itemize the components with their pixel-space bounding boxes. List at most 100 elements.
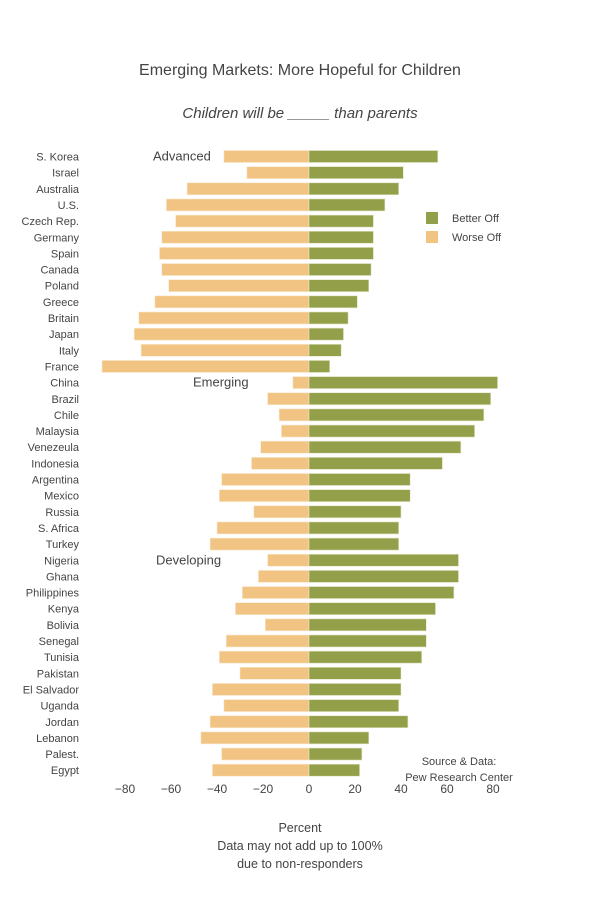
- x-tick-label: 20: [348, 782, 362, 796]
- bar-worse-off-spain: [159, 247, 310, 260]
- bar-better-off-france: [308, 360, 331, 373]
- bar-worse-off-germany: [161, 230, 310, 244]
- bar-worse-off-japan: [133, 327, 310, 341]
- category-label-s-africa: S. Africa: [38, 523, 80, 535]
- bar-better-off-senegal: [308, 634, 427, 648]
- category-label-france: France: [45, 361, 79, 373]
- chart-subtitle: Children will be _____ than parents: [182, 105, 418, 122]
- bar-better-off-italy: [308, 343, 342, 357]
- bar-better-off-el-salvador: [308, 683, 402, 696]
- bar-worse-off-philippines: [242, 586, 310, 599]
- bar-better-off-s-africa: [308, 521, 399, 535]
- legend-label-better-off[interactable]: Better Off: [452, 213, 500, 225]
- bar-worse-off-lebanon: [200, 731, 310, 745]
- bar-better-off-russia: [308, 505, 402, 519]
- bar-better-off-venezeula: [308, 440, 462, 454]
- bar-worse-off-chile: [278, 408, 310, 422]
- legend-swatch-better-off[interactable]: [426, 212, 438, 224]
- chart-title: Emerging Markets: More Hopeful for Child…: [139, 62, 461, 79]
- legend-swatch-worse-off[interactable]: [426, 231, 438, 243]
- category-label-kenya: Kenya: [48, 604, 80, 616]
- legend[interactable]: Better Off Worse Off: [426, 212, 502, 244]
- category-label-indonesia: Indonesia: [31, 458, 80, 470]
- category-label-brazil: Brazil: [51, 394, 79, 406]
- bar-better-off-mexico: [308, 489, 411, 502]
- category-label-jordan: Jordan: [45, 717, 79, 729]
- bar-better-off-israel: [308, 166, 404, 179]
- category-label-australia: Australia: [36, 184, 80, 196]
- category-label-czech-rep: Czech Rep.: [22, 216, 79, 228]
- bar-better-off-poland: [308, 279, 370, 293]
- bar-worse-off-jordan: [209, 715, 310, 729]
- bar-worse-off-canada: [161, 263, 310, 276]
- bar-better-off-china: [308, 376, 498, 389]
- bar-worse-off-pakistan: [239, 666, 310, 680]
- category-label-chile: Chile: [54, 410, 79, 422]
- x-axis-label: Percent: [278, 821, 322, 835]
- bar-worse-off-el-salvador: [212, 683, 310, 696]
- category-label-japan: Japan: [49, 329, 79, 341]
- legend-label-worse-off[interactable]: Worse Off: [452, 232, 502, 244]
- category-label-greece: Greece: [43, 297, 79, 309]
- bar-worse-off-argentina: [221, 473, 310, 486]
- bar-worse-off-russia: [253, 505, 310, 519]
- bar-worse-off-kenya: [235, 602, 310, 616]
- bar-worse-off-egypt: [212, 763, 310, 777]
- category-label-pakistan: Pakistan: [37, 668, 79, 680]
- bar-better-off-palest: [308, 747, 363, 761]
- bar-worse-off-mexico: [219, 489, 310, 502]
- category-label-italy: Italy: [59, 345, 80, 357]
- bar-better-off-brazil: [308, 392, 491, 406]
- bar-better-off-australia: [308, 182, 399, 196]
- category-label-u-s: U.S.: [58, 200, 79, 212]
- category-label-senegal: Senegal: [39, 636, 79, 648]
- bar-better-off-ghana: [308, 570, 459, 583]
- category-labels: S. Korea Israel Australia U.S. Czech Rep. Ger…: [22, 152, 80, 778]
- bar-better-off-uganda: [308, 699, 399, 712]
- category-label-palest: Palest.: [45, 749, 79, 761]
- bar-better-off-spain: [308, 247, 374, 260]
- category-label-argentina: Argentina: [32, 475, 80, 487]
- bar-worse-off-senegal: [225, 634, 310, 648]
- bar-better-off-malaysia: [308, 424, 475, 438]
- source-line-1: Source & Data:: [422, 756, 497, 768]
- bar-worse-off-indonesia: [251, 457, 310, 470]
- category-label-el-salvador: El Salvador: [23, 684, 80, 696]
- group-label-emerging: Emerging: [193, 375, 249, 390]
- bar-worse-off-palest: [221, 747, 310, 761]
- category-label-ghana: Ghana: [46, 571, 80, 583]
- bar-better-off-s-korea: [308, 150, 439, 163]
- category-label-mexico: Mexico: [44, 491, 79, 503]
- group-label-advanced: Advanced: [153, 149, 211, 164]
- bar-better-off-philippines: [308, 586, 455, 599]
- bar-better-off-pakistan: [308, 666, 402, 680]
- category-label-venezeula: Venezeula: [28, 442, 80, 454]
- bar-better-off-japan: [308, 327, 344, 341]
- category-label-egypt: Egypt: [51, 765, 79, 777]
- bar-better-off-jordan: [308, 715, 409, 729]
- bar-better-off-u-s: [308, 198, 386, 212]
- bar-better-off-greece: [308, 295, 358, 309]
- bar-better-off-britain: [308, 311, 349, 325]
- bar-better-off-nigeria: [308, 553, 459, 567]
- category-label-canada: Canada: [40, 265, 79, 277]
- x-tick-label: 40: [394, 782, 408, 796]
- category-label-spain: Spain: [51, 248, 79, 260]
- x-tick-label: 0: [306, 782, 313, 796]
- x-axis-ticks: −80 −60 −40 −20 0 20 40 60 80: [115, 782, 500, 796]
- bar-worse-off-venezeula: [260, 440, 310, 454]
- category-label-britain: Britain: [48, 313, 79, 325]
- category-label-malaysia: Malaysia: [36, 426, 80, 438]
- bar-better-off-indonesia: [308, 457, 443, 470]
- bar-better-off-kenya: [308, 602, 436, 616]
- group-labels: Advanced Emerging Developing: [153, 149, 249, 568]
- bar-better-off-argentina: [308, 473, 411, 486]
- source-line-2: Pew Research Center: [405, 772, 513, 784]
- bar-worse-off-australia: [186, 182, 310, 196]
- x-tick-label: 60: [440, 782, 454, 796]
- category-label-s-korea: S. Korea: [36, 152, 80, 164]
- bar-worse-off-italy: [140, 343, 310, 357]
- bar-worse-off-u-s: [166, 198, 310, 212]
- category-label-russia: Russia: [45, 507, 80, 519]
